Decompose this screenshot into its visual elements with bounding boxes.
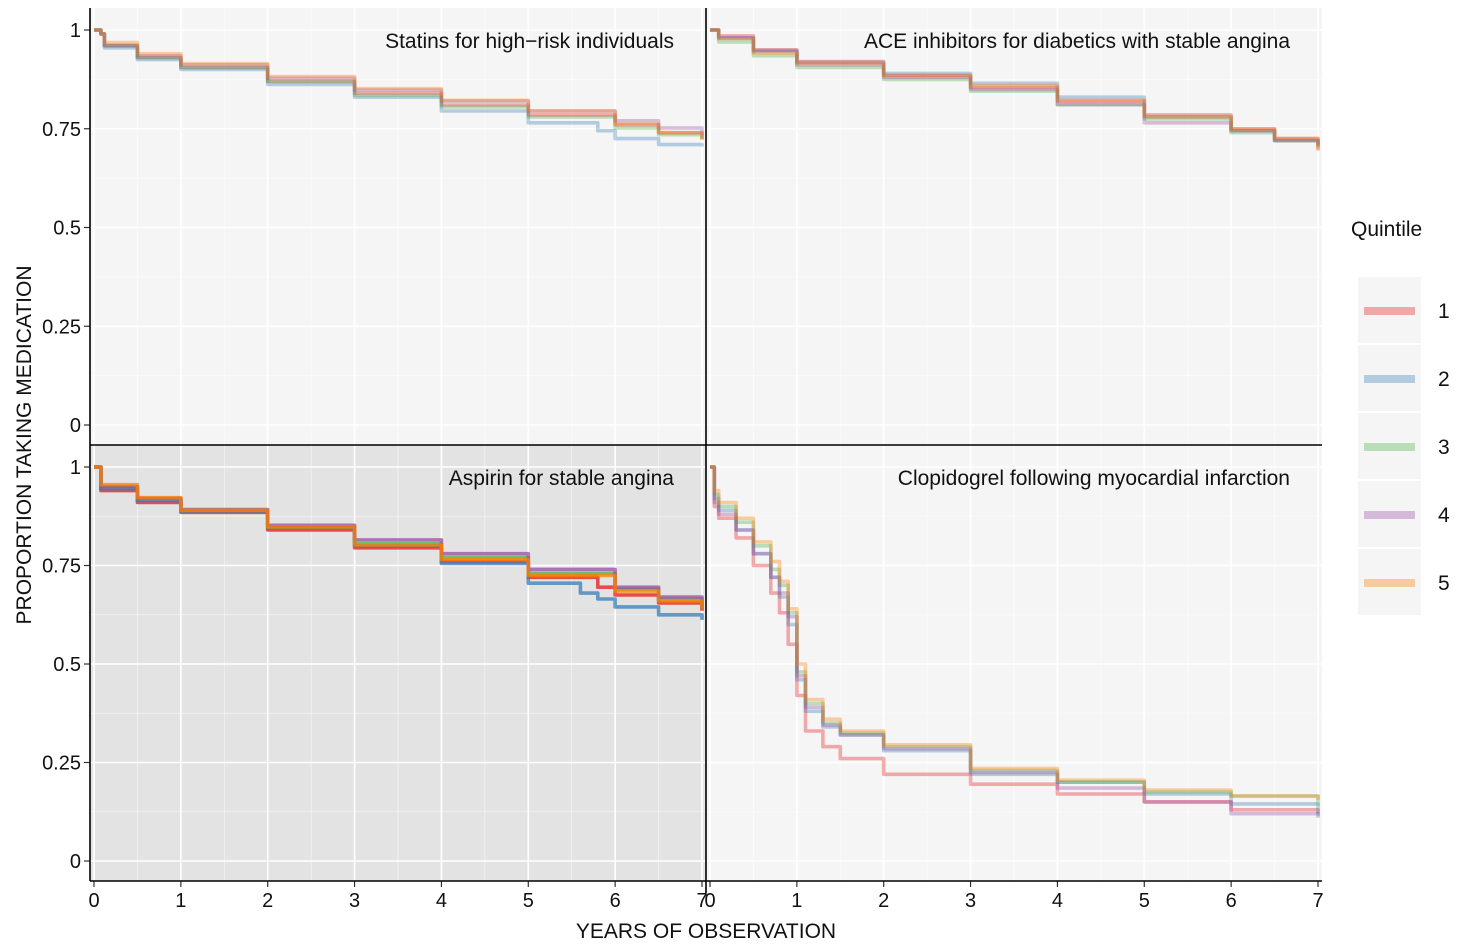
x-tick-label: 3 [965, 890, 976, 912]
series-line-quintile-2 [94, 28, 704, 147]
y-tick-label: 0.5 [53, 654, 81, 676]
series-line-quintile-5 [710, 28, 1320, 149]
legend-key-background [1358, 481, 1421, 547]
chart-panel-4: Clopidogrel following myocardial infarct… [704, 445, 1324, 912]
x-tick-label: 6 [610, 890, 621, 912]
series-line-quintile-1 [710, 465, 1320, 814]
x-tick-label: 0 [704, 890, 715, 912]
series-line-quintile-5 [94, 28, 704, 140]
x-tick-label: 0 [88, 890, 99, 912]
series-line-quintile-1 [710, 28, 1320, 151]
series-line-quintile-5 [710, 465, 1320, 800]
y-tick-label: 0.25 [42, 753, 81, 775]
x-tick-label: 2 [878, 890, 889, 912]
panel-title: Aspirin for stable angina [449, 467, 675, 490]
legend-item-1: 1 [1358, 277, 1450, 343]
legend-item-5: 5 [1358, 549, 1450, 615]
y-tick-label: 1 [70, 20, 81, 42]
series-line-quintile-3 [710, 465, 1320, 806]
series-line-quintile-4 [710, 28, 1320, 145]
legend-title: Quintile [1351, 218, 1422, 241]
series-line-quintile-2 [710, 28, 1320, 147]
y-tick-label: 0.25 [42, 316, 81, 338]
legend-item-2: 2 [1358, 345, 1450, 411]
x-tick-label: 4 [1052, 890, 1063, 912]
series-line-quintile-2 [710, 465, 1320, 816]
legend-label: 3 [1438, 436, 1450, 459]
legend-label: 1 [1438, 300, 1450, 323]
y-tick-label: 0.75 [42, 556, 81, 578]
panel-title: Clopidogrel following myocardial infarct… [898, 467, 1290, 490]
x-tick-label: 3 [349, 890, 360, 912]
frame-layer [89, 8, 1322, 893]
legend-label: 2 [1438, 368, 1450, 391]
x-tick-label: 7 [1312, 890, 1323, 912]
legend-key-background [1358, 277, 1421, 343]
y-tick-label: 0.75 [42, 119, 81, 141]
legend-key-background [1358, 345, 1421, 411]
x-tick-label: 7 [696, 890, 707, 912]
series-line-quintile-1 [94, 465, 704, 611]
series-line-quintile-4 [94, 28, 704, 135]
series-line-quintile-3 [710, 28, 1320, 147]
y-tick-label: 1 [70, 457, 81, 479]
series-line-quintile-5 [94, 465, 704, 609]
x-tick-label: 5 [1139, 890, 1150, 912]
panels-layer: Statins for high−risk individuals 0 0.25 0.… [42, 8, 1324, 912]
series-line-quintile-3 [94, 28, 704, 140]
chart-panel-1: Statins for high−risk individuals 0 0.25 0.… [42, 8, 706, 445]
legend-item-4: 4 [1358, 481, 1450, 547]
y-tick-label: 0 [70, 415, 81, 437]
panel-title: Statins for high−risk individuals [385, 30, 674, 53]
x-tick-label: 6 [1226, 890, 1237, 912]
legend-label: 4 [1438, 504, 1450, 527]
y-tick-label: 0 [70, 851, 81, 873]
y-tick-label: 0.5 [53, 218, 81, 240]
series-line-quintile-1 [94, 28, 704, 139]
series-line-quintile-4 [710, 465, 1320, 818]
legend-label: 5 [1438, 572, 1450, 595]
panel-title: ACE inhibitors for diabetics with stable… [864, 30, 1290, 53]
legend-key-background [1358, 413, 1421, 479]
legend: Quintile 1 2 3 4 5 [1351, 218, 1450, 615]
x-tick-label: 1 [791, 890, 802, 912]
y-axis-title: PROPORTION TAKING MEDICATION [13, 266, 36, 625]
x-tick-label: 1 [175, 890, 186, 912]
legend-key-background [1358, 549, 1421, 615]
x-tick-label: 5 [523, 890, 534, 912]
chart-panel-3: Aspirin for stable angina 0 0.25 0.5 0.75 1 0 1… [42, 445, 708, 912]
x-tick-label: 2 [262, 890, 273, 912]
x-tick-label: 4 [436, 890, 447, 912]
chart-panel-2: ACE inhibitors for diabetics with stable… [706, 8, 1322, 445]
x-axis-title: YEARS OF OBSERVATION [576, 920, 836, 943]
legend-item-3: 3 [1358, 413, 1450, 479]
